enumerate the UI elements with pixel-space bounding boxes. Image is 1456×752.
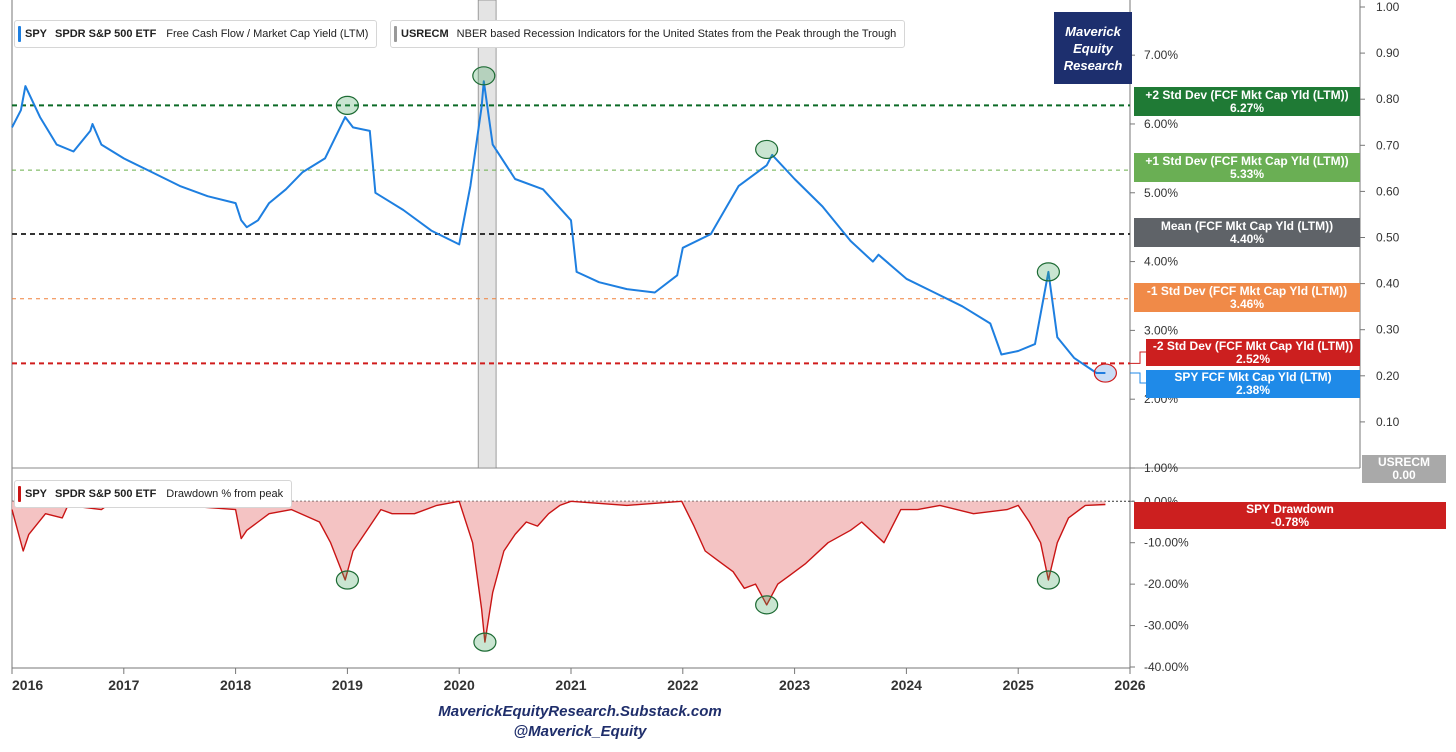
- tag-label: +2 Std Dev (FCF Mkt Cap Yld (LTM)): [1145, 87, 1349, 102]
- recession-band: [477, 0, 497, 469]
- x-tick-label: 2016: [12, 677, 43, 693]
- y-right-tick-label: 0.10: [1376, 415, 1400, 429]
- brand-line: Equity: [1073, 40, 1113, 56]
- legend-description: Free Cash Flow / Market Cap Yield (LTM): [166, 28, 369, 40]
- tag-plus1-std: +1 Std Dev (FCF Mkt Cap Yld (LTM)) 5.33%: [1134, 153, 1360, 182]
- legend-color-swatch: [18, 486, 21, 502]
- legend-color-swatch: [394, 26, 397, 42]
- footer-site[interactable]: MaverickEquityResearch.Substack.com: [438, 703, 722, 720]
- y-right-tick-label: 0.20: [1376, 369, 1400, 383]
- drawdown-area: [12, 501, 1106, 643]
- highlight-circle: [1036, 570, 1060, 590]
- highlight-circle: [755, 139, 779, 160]
- y-right-tick-label: 0.90: [1376, 46, 1400, 60]
- tag-label: Mean (FCF Mkt Cap Yld (LTM)): [1160, 218, 1334, 233]
- highlight-circle: [1036, 262, 1060, 282]
- legend-name: SPDR S&P 500 ETF: [55, 28, 157, 40]
- tag-current-yield: SPY FCF Mkt Cap Yld (LTM) 2.38%: [1146, 370, 1360, 398]
- tag-label: SPY Drawdown: [1246, 501, 1334, 516]
- highlight-circle: [473, 632, 497, 652]
- tag-value: 2.38%: [1235, 383, 1271, 397]
- y-bottom-tick-label: -20.00%: [1144, 577, 1189, 591]
- y-bottom-tick-label: -10.00%: [1144, 536, 1189, 550]
- legend-symbol: SPY: [25, 28, 48, 40]
- legend-fcf-yield[interactable]: SPY SPDR S&P 500 ETF Free Cash Flow / Mark…: [14, 20, 378, 48]
- tag-label: USRECM: [1377, 455, 1430, 469]
- highlight-circle: [1093, 363, 1118, 383]
- tag-label: -1 Std Dev (FCF Mkt Cap Yld (LTM)): [1146, 283, 1348, 298]
- y-bottom-tick-label: -40.00%: [1144, 660, 1189, 674]
- legend-usrecm[interactable]: USRECM NBER based Recession Indicators fo…: [390, 20, 906, 48]
- tag-connector: [1130, 372, 1146, 384]
- fcf-yield-line: [11, 80, 1106, 374]
- y-right-tick-label: 0.30: [1376, 323, 1400, 337]
- brand-badge: Maverick Equity Research: [1054, 12, 1132, 84]
- brand-line: Research: [1063, 57, 1123, 73]
- x-tick-label: 2018: [220, 677, 251, 693]
- x-tick-label: 2019: [332, 677, 363, 693]
- tag-minus1-std: -1 Std Dev (FCF Mkt Cap Yld (LTM)) 3.46%: [1134, 283, 1360, 312]
- tag-value: 5.33%: [1229, 166, 1265, 181]
- y-right-tick-label: 1.00: [1376, 0, 1400, 14]
- tag-value: 3.46%: [1229, 296, 1265, 311]
- highlight-circle: [755, 595, 779, 615]
- x-tick-label: 2017: [108, 677, 139, 693]
- tag-label: SPY FCF Mkt Cap Yld (LTM): [1174, 370, 1332, 384]
- highlight-circle: [335, 570, 359, 590]
- tag-value: 6.27%: [1229, 100, 1265, 115]
- y-left-tick-label: 4.00%: [1144, 255, 1178, 269]
- tag-value: -0.78%: [1270, 514, 1310, 529]
- x-tick-label: 2022: [667, 677, 698, 693]
- legend-name: SPDR S&P 500 ETF: [55, 488, 157, 500]
- legend-symbol: USRECM: [401, 28, 449, 40]
- tag-drawdown: SPY Drawdown -0.78%: [1134, 502, 1446, 529]
- y-left-tick-label: 3.00%: [1144, 323, 1178, 337]
- tag-minus2-std: -2 Std Dev (FCF Mkt Cap Yld (LTM)) 2.52%: [1146, 339, 1360, 366]
- x-tick-label: 2023: [779, 677, 810, 693]
- legend-symbol: SPY: [25, 488, 48, 500]
- tag-plus2-std: +2 Std Dev (FCF Mkt Cap Yld (LTM)) 6.27%: [1134, 87, 1360, 116]
- tag-value: 4.40%: [1229, 231, 1265, 246]
- x-tick-label: 2024: [891, 677, 922, 693]
- tag-connector: [1130, 351, 1146, 364]
- x-tick-label: 2026: [1114, 677, 1145, 693]
- brand-line: Maverick: [1065, 23, 1121, 39]
- drawdown-line: [11, 500, 1106, 643]
- y-right-tick-label: 0.70: [1376, 138, 1400, 152]
- y-right-tick-label: 0.60: [1376, 184, 1400, 198]
- legend-description: Drawdown % from peak: [166, 488, 284, 500]
- y-right-tick-label: 0.50: [1376, 231, 1400, 245]
- x-tick-label: 2020: [444, 677, 475, 693]
- legend-color-swatch: [18, 26, 21, 42]
- x-tick-label: 2025: [1003, 677, 1034, 693]
- tag-label: -2 Std Dev (FCF Mkt Cap Yld (LTM)): [1152, 338, 1354, 353]
- footer-handle[interactable]: @Maverick_Equity: [513, 723, 647, 740]
- tag-mean: Mean (FCF Mkt Cap Yld (LTM)) 4.40%: [1134, 218, 1360, 247]
- legend-description: NBER based Recession Indicators for the …: [456, 28, 897, 40]
- tag-value: 2.52%: [1235, 351, 1271, 366]
- legend-drawdown[interactable]: SPY SPDR S&P 500 ETF Drawdown % from peak: [14, 480, 293, 508]
- tag-usrecm: USRECM 0.00: [1362, 455, 1446, 483]
- x-tick-label: 2021: [555, 677, 586, 693]
- y-left-tick-label: 5.00%: [1144, 186, 1178, 200]
- y-bottom-tick-label: -30.00%: [1144, 619, 1189, 633]
- tag-value: 0.00: [1392, 468, 1416, 482]
- y-right-tick-label: 0.80: [1376, 92, 1400, 106]
- highlight-circle: [472, 66, 496, 86]
- tag-label: +1 Std Dev (FCF Mkt Cap Yld (LTM)): [1145, 153, 1349, 168]
- y-left-tick-label: 6.00%: [1144, 117, 1178, 131]
- y-left-tick-label: 1.00%: [1144, 461, 1178, 475]
- highlight-circle: [335, 95, 359, 115]
- y-right-tick-label: 0.40: [1376, 277, 1400, 291]
- y-left-tick-label: 7.00%: [1144, 48, 1178, 62]
